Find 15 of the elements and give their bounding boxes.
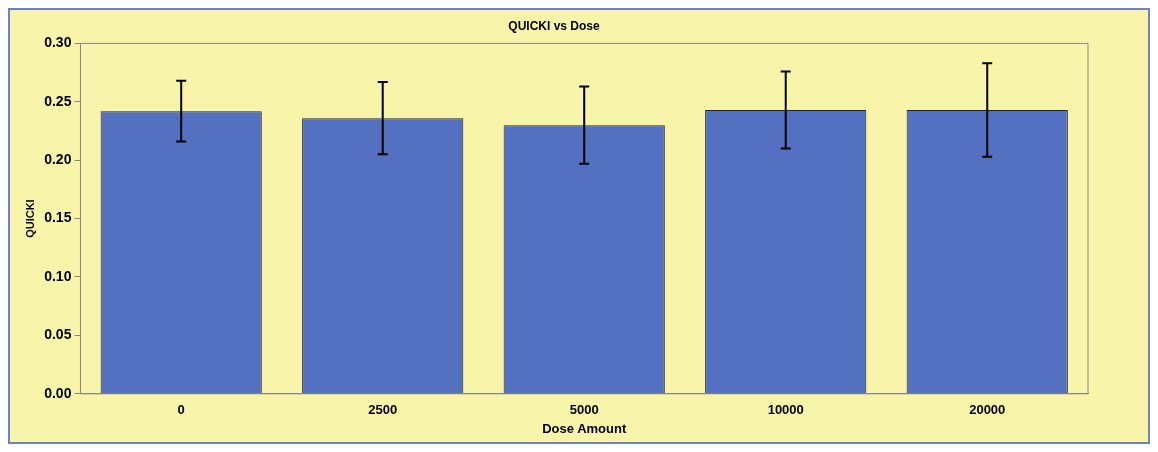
x-tick-label: 0 bbox=[177, 402, 185, 418]
y-tick-label: 0.25 bbox=[44, 92, 72, 109]
y-tick-label: 0.30 bbox=[44, 34, 72, 51]
y-tick-label: 0.05 bbox=[44, 326, 72, 343]
y-tick-label: 0.00 bbox=[44, 384, 72, 401]
x-tick-label: 5000 bbox=[569, 402, 599, 418]
y-axis-title: QUICKI bbox=[23, 199, 36, 238]
y-tick-label: 0.20 bbox=[44, 151, 72, 168]
x-tick-label: 20000 bbox=[969, 402, 1006, 418]
chart-title: QUICKI vs Dose bbox=[508, 18, 601, 33]
x-tick-label: 2500 bbox=[368, 402, 398, 418]
y-tick-label: 0.10 bbox=[44, 267, 72, 284]
x-tick-label: 10000 bbox=[767, 402, 804, 418]
y-tick-label: 0.15 bbox=[44, 209, 72, 226]
x-axis-title: Dose Amount bbox=[542, 420, 627, 436]
